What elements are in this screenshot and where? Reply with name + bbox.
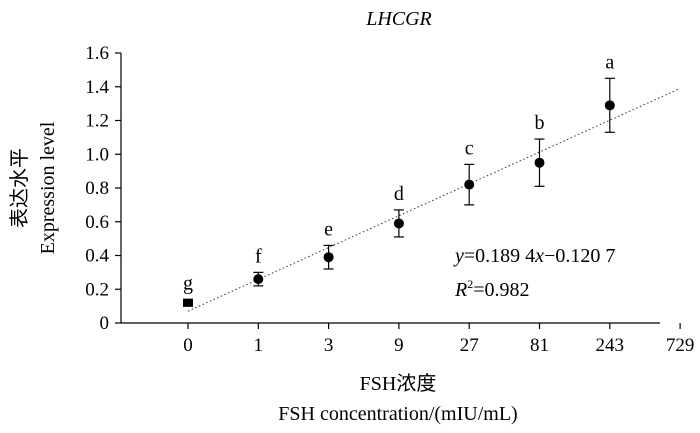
y-tick-label: 0 bbox=[100, 313, 110, 334]
x-tick-label: 243 bbox=[596, 335, 625, 356]
x-tick-label: 9 bbox=[394, 335, 404, 356]
significance-letter: c bbox=[465, 137, 474, 159]
data-points: g f e d c b a bbox=[183, 51, 615, 307]
y-tick-label: 0.2 bbox=[85, 279, 109, 300]
significance-letter: e bbox=[324, 218, 333, 240]
data-point bbox=[534, 157, 545, 168]
data-point bbox=[323, 252, 334, 263]
data-point bbox=[393, 218, 404, 229]
y-axis-title: Expression level bbox=[37, 121, 59, 254]
y-tick-label: 1.4 bbox=[85, 77, 109, 98]
y-tick-label: 0.8 bbox=[85, 178, 109, 199]
y-tick-label: 1.6 bbox=[85, 43, 109, 64]
y-tick-label: 1.2 bbox=[85, 111, 109, 132]
x-tick-label: 27 bbox=[460, 335, 479, 356]
significance-letter: g bbox=[183, 272, 193, 294]
data-point bbox=[604, 100, 615, 111]
x-tick-label: 81 bbox=[530, 335, 549, 356]
chart-title: LHCGR bbox=[365, 8, 432, 30]
r-squared: R2=0.982 bbox=[454, 277, 530, 301]
x-axis-title: FSH concentration/(mIU/mL) bbox=[278, 403, 517, 425]
x-axis-title-cn: FSH浓度 bbox=[360, 372, 437, 395]
y-tick-label: 0.4 bbox=[85, 246, 109, 267]
significance-letter: d bbox=[394, 183, 404, 205]
y-tick-label: 0.6 bbox=[85, 212, 109, 233]
significance-letter: a bbox=[605, 51, 614, 73]
x-tick-label: 0 bbox=[183, 335, 193, 356]
regression-equation: y=0.189 4x−0.120 7 bbox=[453, 245, 615, 267]
y-tick-label: 1.0 bbox=[85, 144, 109, 165]
data-point bbox=[183, 298, 193, 307]
x-tick-label: 3 bbox=[324, 335, 334, 356]
y-axis-ticks: 0 0.2 0.4 0.6 0.8 1.0 1.2 1.4 1.6 bbox=[85, 43, 121, 334]
significance-letter: b bbox=[535, 112, 545, 134]
significance-letter: f bbox=[255, 245, 262, 267]
y-axis-title-cn: 表达水平 bbox=[7, 148, 31, 228]
x-tick-label: 729 bbox=[666, 335, 695, 356]
x-axis-ticks: 0 1 3 9 27 81 243 729 bbox=[183, 323, 694, 356]
data-point bbox=[253, 274, 264, 285]
x-tick-label: 1 bbox=[254, 335, 264, 356]
data-point bbox=[464, 179, 475, 190]
